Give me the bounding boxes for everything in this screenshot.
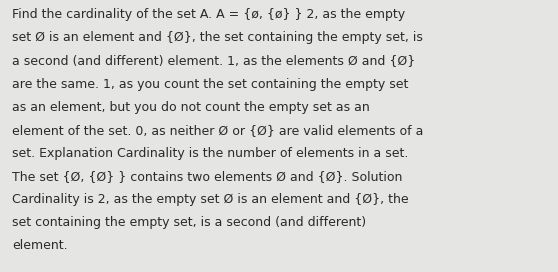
Text: set containing the empty set, is a second (and different): set containing the empty set, is a secon…	[12, 216, 367, 229]
Text: element.: element.	[12, 239, 68, 252]
Text: as an element, but you do not count the empty set as an: as an element, but you do not count the …	[12, 101, 370, 114]
Text: a second (and different) element. 1, as the elements Ø and {Ø}: a second (and different) element. 1, as …	[12, 54, 416, 67]
Text: The set {Ø, {Ø} } contains two elements Ø and {Ø}. Solution: The set {Ø, {Ø} } contains two elements …	[12, 170, 403, 183]
Text: element of the set. 0, as neither Ø or {Ø} are valid elements of a: element of the set. 0, as neither Ø or {…	[12, 124, 424, 137]
Text: Find the cardinality of the set A. A = {ø, {ø} } 2, as the empty: Find the cardinality of the set A. A = {…	[12, 8, 406, 21]
Text: are the same. 1, as you count the set containing the empty set: are the same. 1, as you count the set co…	[12, 78, 408, 91]
Text: set. Explanation Cardinality is the number of elements in a set.: set. Explanation Cardinality is the numb…	[12, 147, 408, 160]
Text: Cardinality is 2, as the empty set Ø is an element and {Ø}, the: Cardinality is 2, as the empty set Ø is …	[12, 193, 409, 206]
Text: set Ø is an element and {Ø}, the set containing the empty set, is: set Ø is an element and {Ø}, the set con…	[12, 31, 423, 44]
